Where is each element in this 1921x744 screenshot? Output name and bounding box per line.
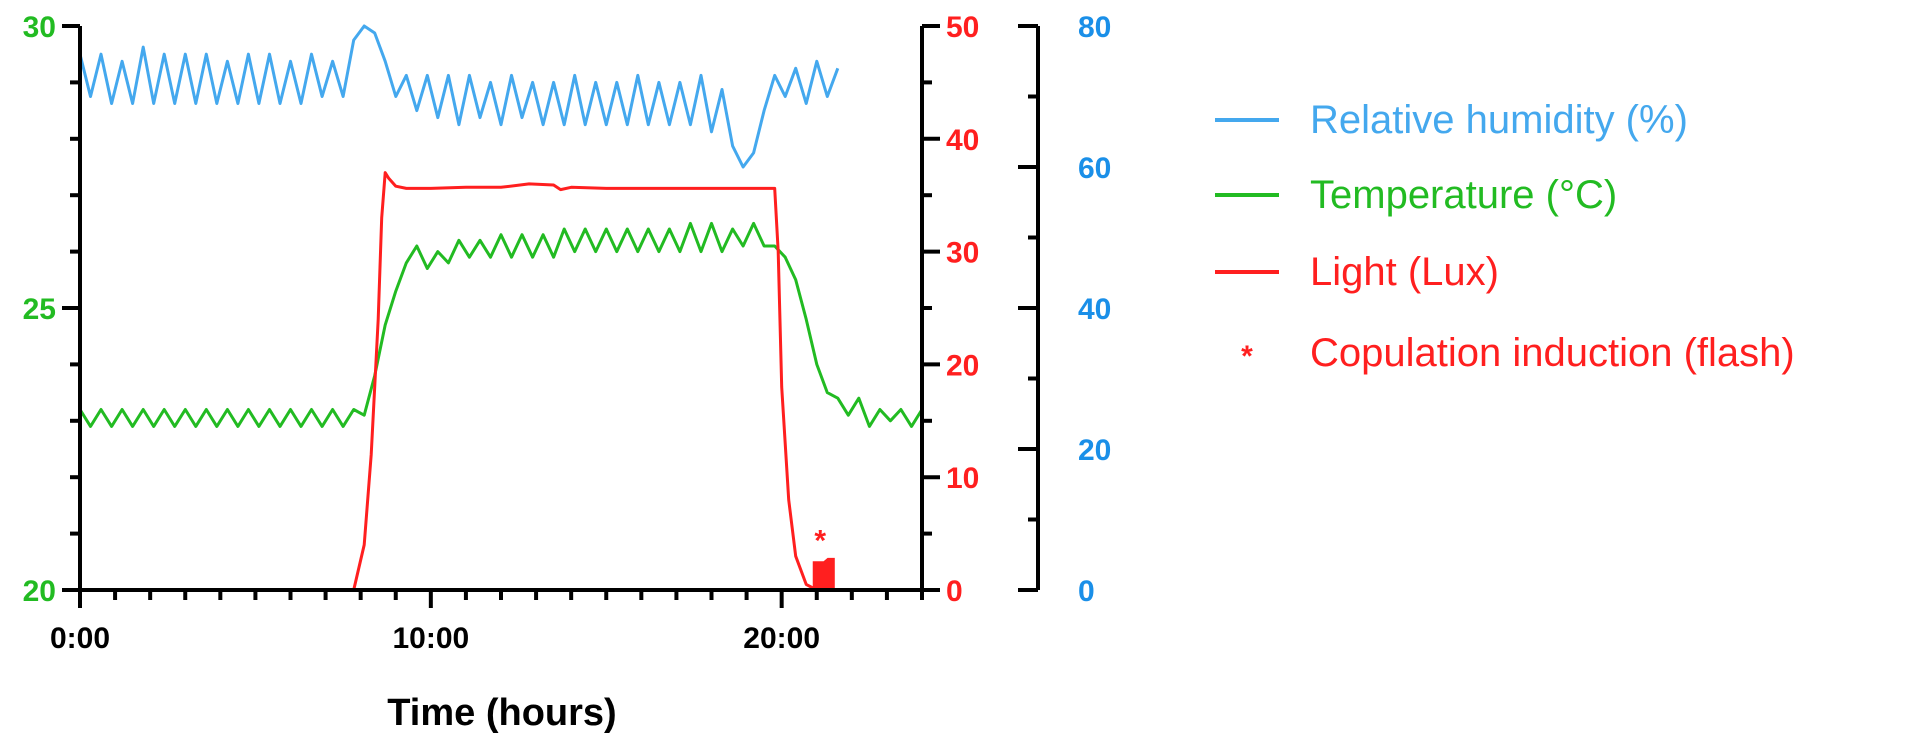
axes: 20 25 30 0 10 20 30 40 50 0 20 40 60 80 0:00 10:00 20:00 bbox=[23, 11, 1112, 655]
legend-marker-copulation-induction-flash: * bbox=[1241, 340, 1253, 373]
light-tick-label: 50 bbox=[946, 11, 979, 44]
x-tick-label: 20:00 bbox=[743, 622, 820, 655]
legend-label-relative-humidity: Relative humidity (%) bbox=[1310, 98, 1688, 142]
humidity-tick-label: 60 bbox=[1078, 152, 1111, 185]
legend-label-temperature-c: Temperature (°C) bbox=[1310, 173, 1617, 217]
humidity-tick-label: 20 bbox=[1078, 434, 1111, 467]
light-tick-label: 10 bbox=[946, 462, 979, 495]
humidity-tick-label: 40 bbox=[1078, 293, 1111, 326]
legend: Relative humidity (%) Temperature (°C) Lig… bbox=[1215, 98, 1795, 375]
light-tick-label: 20 bbox=[946, 349, 979, 382]
humidity-tick-label: 0 bbox=[1078, 575, 1095, 608]
legend-label-light-lux: Light (Lux) bbox=[1310, 250, 1499, 294]
x-tick-label: 0:00 bbox=[50, 622, 110, 655]
x-tick-label: 10:00 bbox=[392, 622, 469, 655]
temperature-tick-label: 20 bbox=[23, 575, 56, 608]
series-flash-marks bbox=[812, 557, 835, 591]
series-line-relative-humidity bbox=[78, 24, 840, 169]
humidity-tick-label: 80 bbox=[1078, 11, 1111, 44]
legend-label-copulation-induction-flash: Copulation induction (flash) bbox=[1310, 331, 1795, 375]
series-line-temperature-c bbox=[78, 221, 924, 428]
light-tick-label: 0 bbox=[946, 575, 963, 608]
x-axis-title: Time (hours) bbox=[387, 692, 616, 734]
series-line-light-lux bbox=[80, 171, 922, 592]
plot-area: * bbox=[78, 24, 924, 592]
light-tick-label: 40 bbox=[946, 124, 979, 157]
annotation-asterisk: * bbox=[814, 525, 826, 558]
light-tick-label: 30 bbox=[946, 237, 979, 270]
temperature-tick-label: 25 bbox=[23, 293, 56, 326]
temperature-tick-label: 30 bbox=[23, 11, 56, 44]
